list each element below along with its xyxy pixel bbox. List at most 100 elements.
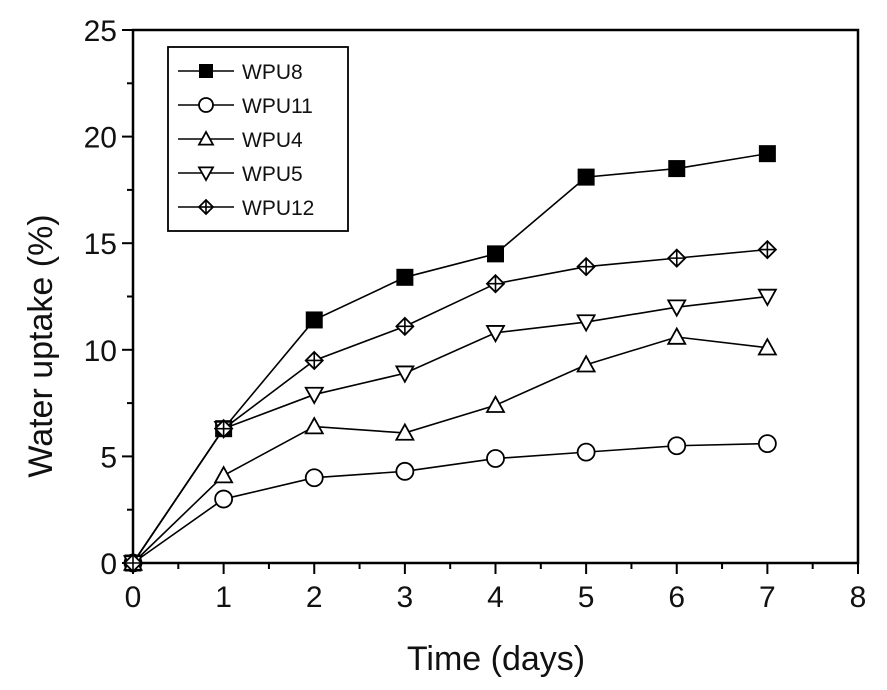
- data-point: [485, 273, 506, 294]
- triangle-down-marker: [485, 325, 506, 344]
- series-wpu12: [123, 239, 778, 573]
- series-line: [132, 442, 768, 564]
- data-point: [576, 314, 597, 333]
- data-point: [667, 436, 687, 456]
- data-point: [305, 311, 323, 329]
- legend-item: WPU12: [178, 197, 314, 220]
- square-marker: [305, 311, 323, 329]
- circle-marker: [486, 449, 505, 468]
- square-marker: [199, 64, 213, 78]
- series-wpu11: [123, 434, 777, 573]
- data-point: [757, 239, 778, 260]
- legend-marker: [197, 166, 215, 182]
- square-marker: [487, 245, 504, 263]
- legend-marker: [197, 130, 215, 146]
- legend-label: WPU11: [242, 95, 313, 118]
- data-point: [758, 145, 776, 163]
- x-tick-label: 2: [306, 581, 323, 614]
- circle-marker: [395, 461, 415, 481]
- circle-marker: [214, 489, 234, 509]
- circle-marker: [757, 434, 777, 454]
- data-point: [668, 160, 686, 178]
- triangle-up-marker: [197, 130, 215, 146]
- triangle-down-marker: [394, 365, 415, 384]
- data-point: [666, 299, 687, 318]
- data-point: [394, 365, 415, 384]
- legend-item: WPU4: [178, 129, 303, 152]
- data-point: [576, 256, 596, 277]
- triangle-up-marker: [576, 354, 597, 373]
- data-point: [304, 350, 325, 371]
- y-tick-label: 0: [100, 548, 117, 581]
- square-marker: [668, 160, 686, 178]
- x-tick-label: 0: [125, 581, 142, 614]
- triangle-up-marker: [213, 465, 234, 484]
- legend-marker: [198, 97, 214, 113]
- legend-label: WPU5: [242, 163, 303, 186]
- data-point: [757, 337, 778, 356]
- y-axis-title: Water uptake (%): [22, 214, 60, 477]
- y-tick-label: 10: [84, 335, 117, 368]
- data-point: [666, 326, 687, 345]
- x-tick-label: 1: [215, 581, 232, 614]
- triangle-up-marker: [666, 326, 687, 345]
- y-tick-label: 5: [100, 441, 117, 474]
- data-point: [394, 422, 415, 441]
- data-point: [214, 489, 234, 509]
- triangle-down-marker: [576, 314, 597, 333]
- triangle-up-marker: [304, 416, 325, 435]
- circle-marker: [576, 442, 596, 462]
- legend-label: WPU8: [242, 61, 303, 84]
- x-tick-label: 3: [397, 581, 414, 614]
- triangle-down-marker: [757, 288, 778, 307]
- data-point: [485, 394, 506, 413]
- x-tick-label: 8: [850, 581, 867, 614]
- data-point: [396, 268, 414, 286]
- legend-item: WPU8: [178, 61, 303, 84]
- data-point: [576, 354, 597, 373]
- legend-item: WPU5: [178, 163, 303, 186]
- data-point: [666, 248, 687, 268]
- data-point: [213, 465, 234, 484]
- x-tick-label: 6: [668, 581, 685, 614]
- x-tick-label: 5: [578, 581, 595, 614]
- data-point: [577, 168, 595, 186]
- legend: WPU8 WPU11 WPU4 WPU5 WPU12: [167, 46, 349, 232]
- series-line: [132, 336, 768, 564]
- x-tick-label: 4: [487, 581, 504, 614]
- triangle-up-marker: [394, 422, 415, 441]
- legend-marker: [199, 64, 213, 78]
- circle-marker: [304, 468, 324, 488]
- y-tick-label: 25: [84, 15, 117, 48]
- triangle-down-marker: [197, 166, 215, 182]
- data-point: [304, 416, 325, 435]
- data-point: [213, 418, 234, 439]
- data-point: [485, 325, 506, 344]
- triangle-up-marker: [485, 394, 506, 413]
- data-point: [304, 468, 324, 488]
- y-tick-label: 20: [84, 122, 117, 155]
- square-marker: [396, 268, 414, 286]
- data-point: [576, 442, 596, 462]
- circle-marker: [667, 436, 687, 456]
- legend-item: WPU11: [178, 95, 313, 118]
- y-tick-label: 15: [84, 228, 117, 261]
- legend-label: WPU4: [242, 129, 303, 152]
- axes: 0 1 2 3 4 5 6 7 8 0 5 10 15 20 25: [84, 15, 867, 614]
- x-axis-title: Time (days): [407, 640, 585, 678]
- series-layer: [122, 145, 778, 574]
- data-point: [486, 449, 505, 468]
- data-point: [395, 316, 415, 337]
- series-line: [132, 248, 768, 564]
- triangle-down-marker: [304, 386, 325, 405]
- triangle-up-marker: [757, 337, 778, 356]
- data-point: [757, 434, 777, 454]
- data-point: [395, 461, 415, 481]
- square-marker: [577, 168, 595, 186]
- legend-label: WPU12: [242, 197, 314, 220]
- data-point: [757, 288, 778, 307]
- x-tick-label: 7: [759, 581, 776, 614]
- circle-marker: [198, 97, 214, 113]
- legend-marker: [197, 198, 215, 216]
